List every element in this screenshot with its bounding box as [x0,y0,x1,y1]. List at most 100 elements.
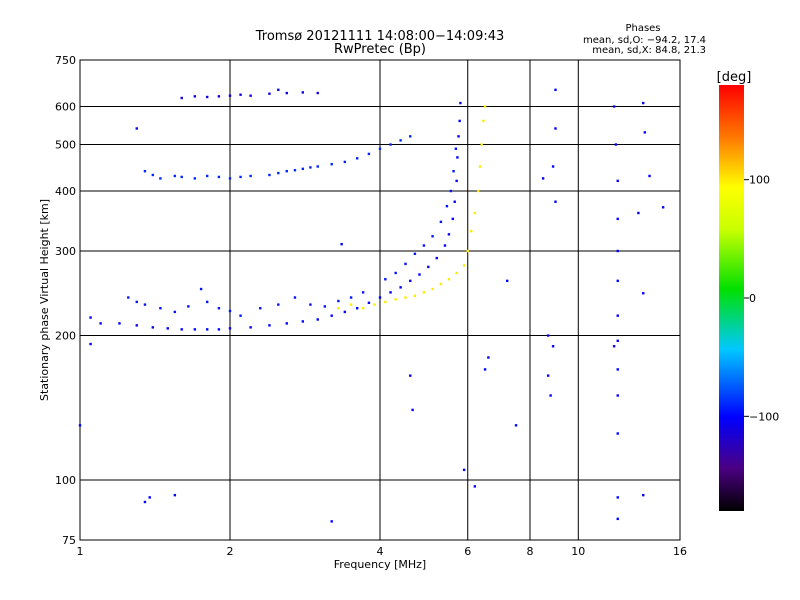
data-point [277,88,280,92]
data-point [418,273,421,276]
data-point [293,296,297,299]
data-point [482,119,485,123]
data-point [316,318,319,321]
y-tick-label: 75 [62,534,76,547]
data-point [217,328,221,331]
data-point [554,200,557,203]
data-point [661,206,665,209]
data-point [99,322,102,325]
data-point [466,249,469,253]
x-axis-ticks: 1 2 4 6 8 10 16 [77,545,688,558]
data-point [473,211,477,215]
y-tick-label: 500 [55,139,76,152]
data-point [143,303,147,306]
x-axis-label: Frequency [MHz] [334,558,426,571]
data-point [355,307,359,310]
x-tick-label: 6 [464,545,471,558]
data-point [205,300,209,304]
y-tick-label: 600 [55,101,76,114]
data-point [343,160,347,164]
data-point [409,135,412,138]
data-point [445,204,449,208]
x-tick-label: 10 [571,545,585,558]
data-point [616,368,619,371]
data-point [268,92,271,95]
data-point [180,96,183,100]
data-point [399,139,402,142]
data-point [337,299,340,303]
data-point [384,300,387,304]
data-point [505,279,509,283]
data-point [293,169,297,172]
data-point [616,496,619,499]
data-point [643,131,647,134]
data-point [301,91,305,94]
y-axis-label: Stationary phase Virtual Height [km] [38,199,51,401]
data-point [259,307,262,310]
y-tick-label: 200 [55,330,76,343]
colorbar [719,85,744,511]
y-axis-ticks: 75 100 200 300 400 500 600 750 [55,54,76,547]
colorbar-ticks: 100 0 −100 [744,174,779,423]
data-point [199,287,203,291]
data-point [355,157,359,160]
data-point [135,324,138,327]
data-point [187,305,190,308]
data-point [454,147,458,150]
data-point [316,165,319,168]
data-point [127,296,130,299]
data-point [431,287,434,291]
y-tick-label: 100 [55,474,76,487]
data-point [349,303,353,306]
data-point [399,286,402,289]
data-point [648,174,651,178]
data-point [394,298,397,301]
data-point [439,282,443,286]
data-point [541,177,545,180]
colorbar-label: [deg] [717,70,752,85]
data-point [301,320,305,323]
data-point [452,169,455,173]
data-point [277,171,280,175]
data-point [180,328,183,331]
data-point [205,95,209,99]
data-point [151,326,155,329]
data-point [447,233,451,236]
data-point [239,175,242,179]
data-point [148,496,151,499]
data-point [456,156,459,159]
x-tick-label: 16 [673,545,687,558]
data-point [228,94,232,97]
data-point [309,166,312,169]
data-point [455,179,458,183]
data-point [642,493,645,497]
data-point [367,301,371,305]
data-point [554,127,557,130]
data-point [549,394,552,397]
data-point [389,143,392,146]
data-point [480,143,483,146]
data-point [612,105,616,108]
data-point [551,165,555,168]
data-point [451,217,455,221]
data-point [337,307,340,310]
colorbar-tick-label: 0 [749,292,756,305]
data-point [193,328,197,331]
data-point [422,291,426,294]
data-point [323,305,327,308]
data-point [277,303,280,306]
colorbar-tick-label: −100 [749,410,779,423]
data-point [301,167,305,171]
data-point [118,322,121,325]
data-point [285,91,288,95]
x-tick-label: 1 [77,545,84,558]
data-point [340,242,343,246]
x-tick-label: 4 [377,545,384,558]
data-point [89,316,92,319]
data-point [404,262,407,266]
y-tick-label: 300 [55,245,76,258]
y-tick-label: 750 [55,54,76,67]
data-point [616,517,619,521]
data-point [427,265,430,269]
